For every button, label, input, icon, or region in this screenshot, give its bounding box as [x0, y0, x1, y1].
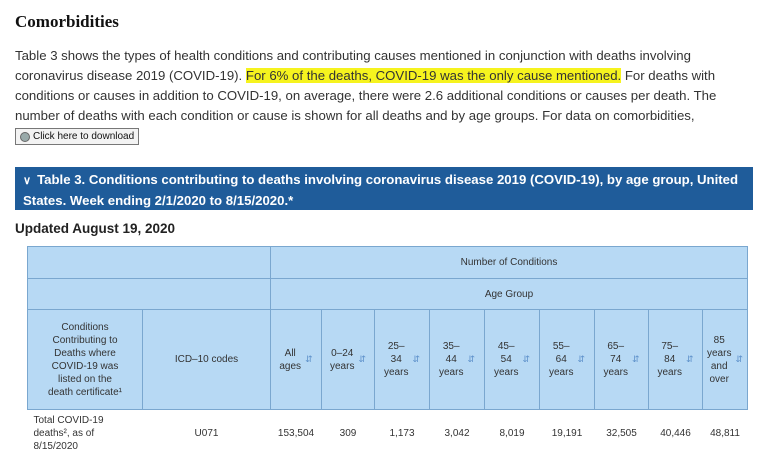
age-column-label-line: years [657, 367, 682, 378]
cell-value: 309 [339, 428, 357, 440]
age-column-label-line: years [707, 347, 732, 359]
age-column-label-line: over [709, 373, 729, 385]
age-column-label: 0–24 years [330, 347, 354, 373]
row-label-line: 8/15/2020 [33, 441, 79, 453]
conditions-header-line: Deaths where [54, 347, 116, 359]
sort-icon[interactable]: ⇵ [735, 354, 743, 364]
age-column-label-line: 0–24 [331, 347, 354, 359]
age-column-label-line: 45– [497, 341, 515, 352]
updated-date: Updated August 19, 2020 [15, 221, 176, 236]
table-caption: Table 3. Conditions contributing to deat… [23, 172, 739, 208]
download-button[interactable]: Click here to download [15, 128, 140, 146]
age-column-header[interactable]: 0–24 years ⇵ [321, 309, 375, 410]
age-column-header[interactable]: 55– 64 years ⇵ [539, 309, 595, 410]
download-label: Click here to download [33, 130, 135, 142]
table-accordion-header[interactable]: ∨ Table 3. Conditions contributing to dea… [15, 167, 753, 210]
age-column-label-line: years [384, 367, 409, 378]
cell-value: 19,191 [551, 428, 583, 440]
cell-value: 32,505 [606, 428, 637, 440]
age-column-header[interactable]: 45– 54 years ⇵ [484, 309, 540, 410]
cell-value: 48,811 [710, 428, 740, 440]
age-column-label-line: years [439, 367, 464, 378]
icd-column-header: ICD–10 codes [142, 309, 271, 410]
age-column-label-line: 65– [607, 341, 625, 352]
sort-icon[interactable]: ⇵ [467, 354, 475, 364]
age-column-header[interactable]: 65– 74 years ⇵ [594, 309, 649, 410]
cell-value: 1,173 [389, 428, 415, 440]
age-column-label-line: and [710, 360, 728, 372]
header-spacer [27, 246, 271, 279]
conditions-header-line: death certificate¹ [48, 386, 122, 398]
row-label-line: deaths², as of [33, 428, 95, 440]
conditions-header-line: listed on the [58, 373, 112, 385]
intro-paragraph: Table 3 shows the types of health condit… [15, 46, 745, 146]
age-column-label: All ages [279, 347, 301, 373]
sort-icon[interactable]: ⇵ [412, 354, 420, 364]
age-column-label: 35– 44 years [439, 340, 463, 379]
icd-code: U071 [194, 428, 219, 440]
age-column-label: 85 years and over [707, 334, 731, 386]
download-icon [20, 131, 30, 142]
conditions-header-line: COVID-19 was [51, 360, 119, 372]
cell-value: 40,446 [660, 428, 691, 440]
age-column-label-line: 64 [555, 354, 567, 365]
age-column-header[interactable]: 25– 34 years ⇵ [374, 309, 430, 410]
age-column-label-line: 35– [442, 341, 460, 352]
cell-value: 8,019 [499, 428, 525, 440]
sort-icon[interactable]: ⇵ [685, 354, 694, 364]
header-spacer [27, 278, 271, 310]
age-column-label-line: years [549, 367, 574, 378]
chevron-down-icon: ∨ [23, 175, 32, 187]
age-column-header[interactable]: All ages ⇵ [270, 309, 322, 410]
age-column-label-line: 75– [661, 341, 679, 352]
age-column-label-line: 54 [500, 354, 512, 365]
age-column-header[interactable]: 75– 84 years ⇵ [648, 309, 703, 410]
age-column-label-line: 55– [552, 341, 570, 352]
age-group-header: Age Group [270, 278, 748, 310]
age-column-label-line: 74 [610, 354, 622, 365]
age-column-label-line: All [284, 347, 296, 359]
sort-icon[interactable]: ⇵ [631, 354, 640, 364]
age-column-label: 65– 74 years [604, 340, 628, 379]
conditions-header-line: Conditions [61, 321, 109, 333]
conditions-table: Number of Conditions Age Group Condition… [27, 246, 748, 458]
age-column-label-line: years [494, 367, 519, 378]
table-row: Total COVID-19 deaths², as of 8/15/2020 U0… [28, 410, 748, 458]
age-column-label-line: 25– [387, 341, 405, 352]
age-column-label: 25– 34 years [384, 340, 408, 379]
age-column-label-line: 34 [390, 354, 402, 365]
row-label: Total COVID-19 deaths², as of 8/15/2020 [28, 410, 143, 458]
para-text-after: For deaths with conditions or causes in … [15, 68, 717, 123]
age-column-label-line: years [330, 360, 355, 372]
age-column-label-line: 44 [445, 354, 457, 365]
conditions-header-line: Contributing to [52, 334, 118, 346]
sort-icon[interactable]: ⇵ [577, 354, 585, 364]
age-column-label-line: 85 [713, 334, 725, 346]
cell-value: 153,504 [277, 428, 315, 440]
sort-icon[interactable]: ⇵ [305, 354, 313, 364]
number-of-conditions-header: Number of Conditions [270, 246, 748, 279]
sort-icon[interactable]: ⇵ [522, 354, 530, 364]
age-column-header[interactable]: 85 years and over ⇵ [702, 309, 748, 410]
row-label-line: Total COVID-19 [33, 415, 104, 427]
age-column-label-line: 84 [664, 354, 676, 365]
para-text-before: Table 3 shows the types of health condit… [15, 48, 691, 83]
cell-value: 3,042 [444, 428, 470, 440]
age-column-label: 55– 64 years [549, 340, 573, 379]
conditions-column-header: Conditions Contributing to Deaths where COV… [27, 309, 143, 410]
section-title: Comorbidities [15, 12, 119, 31]
age-column-label: 75– 84 years [658, 340, 682, 379]
age-column-label-line: years [603, 367, 628, 378]
sort-icon[interactable]: ⇵ [358, 354, 366, 364]
age-column-header[interactable]: 35– 44 years ⇵ [429, 309, 485, 410]
age-column-label-line: ages [279, 360, 302, 372]
age-column-label: 45– 54 years [494, 340, 518, 379]
highlighted-sentence: For 6% of the deaths, COVID-19 was the o… [245, 68, 622, 83]
